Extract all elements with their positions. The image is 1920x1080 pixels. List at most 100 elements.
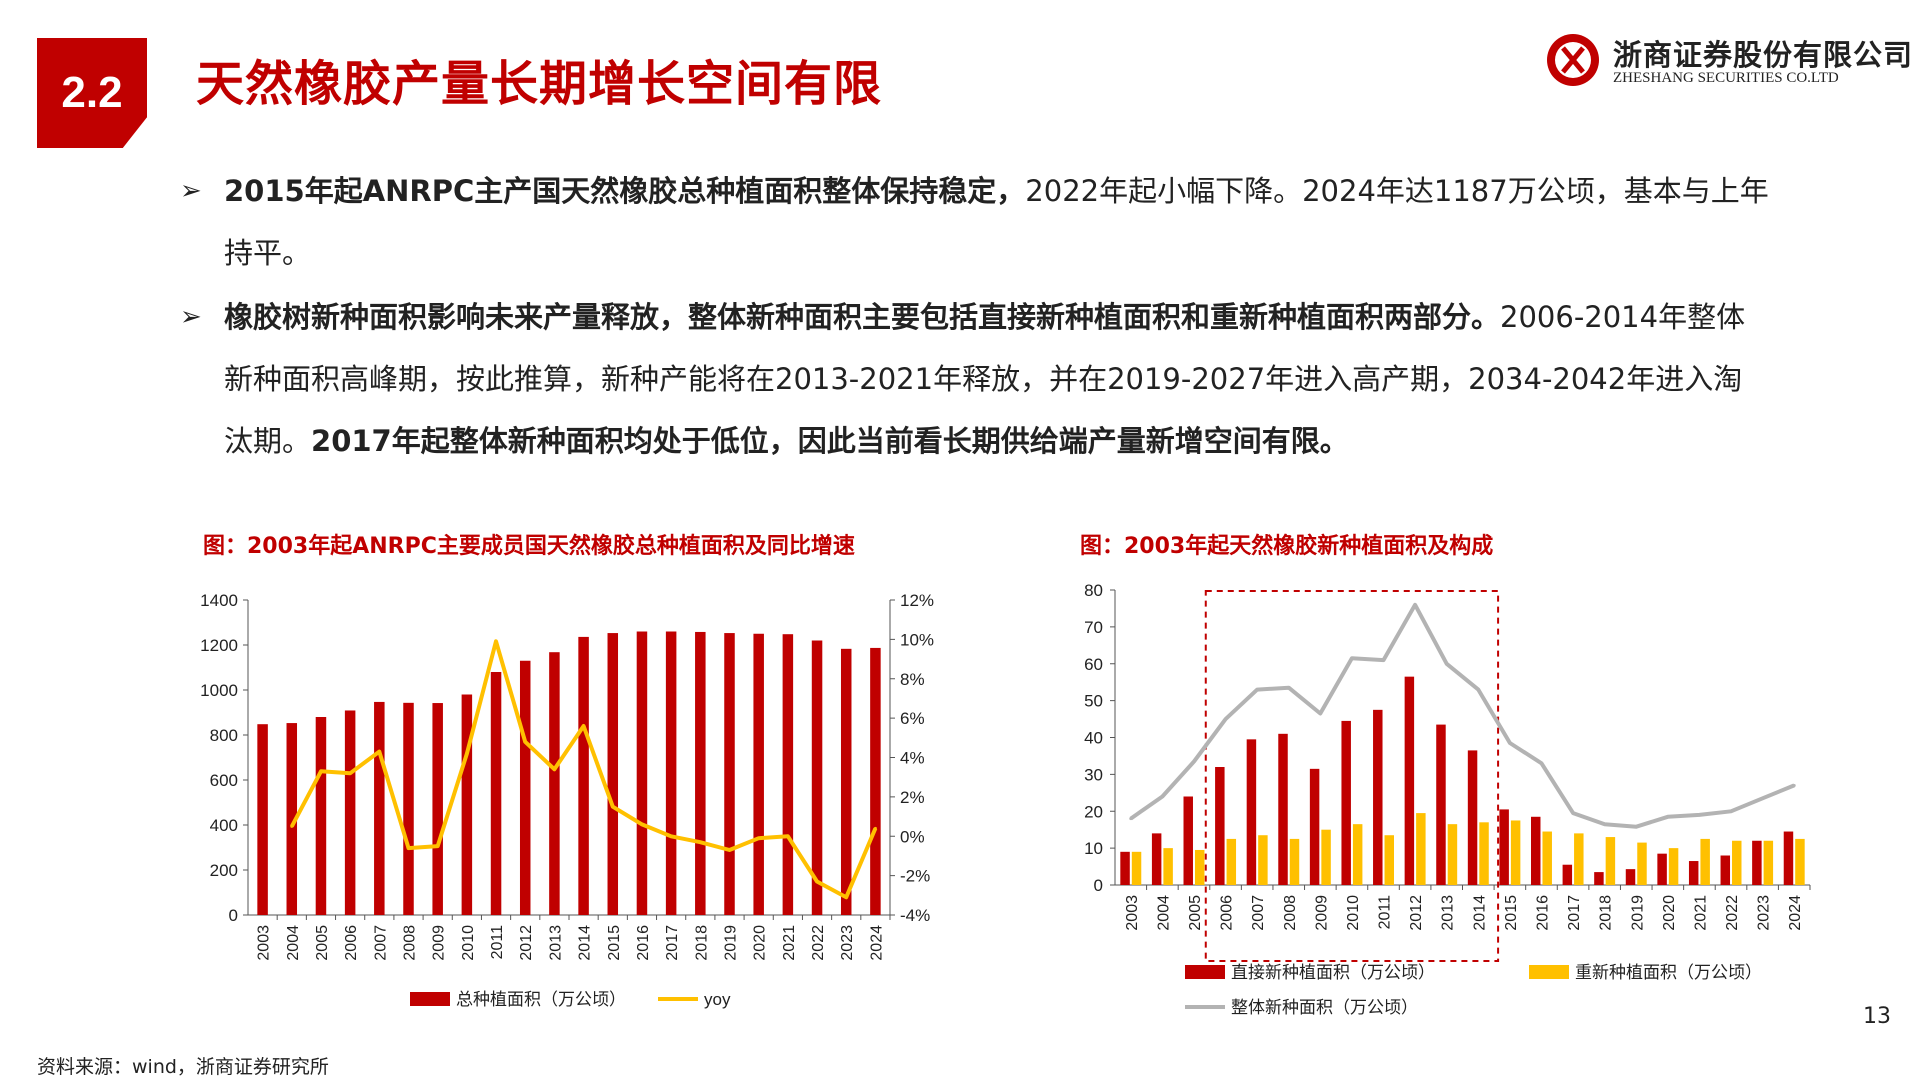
chart2-total-point (1255, 688, 1259, 692)
chart1-x-tick-label: 2008 (402, 925, 419, 961)
chart2-bar-replant (1763, 840, 1774, 885)
chart1-x-tick-label: 2019 (723, 925, 740, 961)
chart2-bar-direct (1278, 733, 1288, 885)
chart1-right-tick-label: 2% (900, 788, 925, 807)
chart2-x-tick-label: 2004 (1155, 895, 1172, 931)
chart2-bar-replant (1447, 824, 1458, 885)
chart1-yoy-point (348, 771, 352, 775)
chart2-legend-label-direct: 直接新种植面积（万公顷） (1231, 963, 1435, 982)
chart1-bar (607, 633, 619, 915)
chart1-bar (724, 633, 735, 915)
chart1-bar (782, 634, 794, 915)
chart2-bar-direct (1120, 851, 1130, 885)
chart2-x-tick-label: 2019 (1629, 895, 1646, 931)
chart1-yoy-point (523, 740, 527, 744)
chart1-left-tick-label: 1000 (200, 681, 238, 700)
chart1-left-tick-label: 1200 (200, 636, 238, 655)
chart1-yoy-point (319, 769, 323, 773)
chart2-x-tick-label: 2013 (1440, 895, 1457, 931)
chart2-bar-replant (1605, 837, 1616, 885)
chart2-bar-direct (1151, 833, 1162, 885)
chart2-total-point (1761, 796, 1765, 800)
chart1-bar (461, 694, 473, 915)
chart1-legend-swatch-bar (410, 992, 450, 1006)
chart2-legend-swatch-replant (1529, 965, 1569, 979)
section-number-badge: 2.2 (37, 38, 147, 148)
chart1-legend-label-bar: 总种植面积（万公顷） (456, 990, 626, 1009)
chart2-bar-direct (1688, 861, 1699, 885)
chart1-x-tick-label: 2022 (810, 925, 827, 961)
chart2-x-tick-label: 2011 (1377, 895, 1394, 930)
chart1-yoy-point (757, 836, 761, 840)
chart2-bar-replant (1163, 848, 1173, 885)
chart2-bar-direct (1183, 796, 1193, 885)
chart2-bar-replant (1226, 838, 1237, 885)
chart2-x-tick-label: 2012 (1408, 895, 1425, 931)
chart1-x-tick-label: 2015 (606, 925, 623, 961)
chart2-total-point (1318, 712, 1322, 716)
zheshang-logo-icon (1547, 34, 1599, 86)
section-number: 2.2 (61, 68, 123, 117)
chart1-bar (636, 631, 648, 915)
chart2-new-planting: 0 10 20 30 40 50 60 70 80 2003 2004 2005 2006 2007 200… (1084, 581, 1811, 1017)
chart1-x-tick-label: 2014 (577, 925, 594, 961)
chart2-legend-label-replant: 重新种植面积（万公顷） (1575, 963, 1762, 982)
page-number: 13 (1863, 1004, 1891, 1029)
chart1-yoy-point (290, 824, 294, 828)
chart1-bar (432, 703, 443, 915)
chart2-x-tick-label: 2006 (1219, 895, 1236, 931)
chart2-y-tick-label: 0 (1094, 876, 1103, 895)
chart2-x-tick-label: 2014 (1471, 895, 1488, 931)
chart2-bar-direct (1720, 855, 1731, 885)
chart1-x-tick-label: 2016 (635, 925, 652, 961)
chart1-bar (578, 636, 589, 915)
chart2-highlight-box (1204, 590, 1500, 962)
bullet-text: 2006-2014年整体新种面积高峰期，按此推算，新种产能将在2013-2021… (224, 300, 1746, 458)
chart2-y-tick-label: 80 (1084, 581, 1103, 600)
chart1-legend-label-line: yoy (704, 990, 731, 1009)
chart1-x-tick-label: 2024 (868, 925, 885, 961)
chart2-x-tick-label: 2005 (1187, 895, 1204, 931)
chart2-total-point (1129, 817, 1133, 821)
chart1-yoy-point (552, 767, 556, 771)
chart1-x-tick-label: 2006 (343, 925, 360, 961)
chart2-x-tick-label: 2009 (1313, 895, 1330, 931)
chart1-x-tick-label: 2009 (431, 925, 448, 961)
chart2-total-point (1571, 811, 1575, 815)
chart1-x-tick-label: 2003 (256, 925, 273, 961)
chart2-legend-swatch-direct (1185, 965, 1225, 979)
chart1-planted-area: 0 200 400 600 800 1000 1200 1400 -4% -2% 0% 2% 4% 6% 8… (200, 591, 934, 1009)
chart2-y-tick-label: 20 (1084, 802, 1103, 821)
chart1-right-tick-label: 12% (900, 591, 934, 610)
bullet-bold-text: 2015年起ANRPC主产国天然橡胶总种植面积整体保持稳定， (224, 174, 1026, 208)
chart2-total-point (1634, 825, 1638, 829)
chart2-x-tick-label: 2022 (1724, 895, 1741, 931)
chart1-bar (549, 652, 560, 915)
chart1-bar (753, 633, 764, 915)
chart1-x-tick-label: 2007 (372, 925, 389, 961)
chart2-bar-direct (1562, 864, 1573, 885)
chart1-right-tick-label: 0% (900, 827, 925, 846)
chart2-bar-replant (1574, 833, 1584, 885)
page-title: 天然橡胶产量长期增长空间有限 (196, 56, 883, 112)
chart2-total-point (1382, 658, 1386, 662)
chart2-bar-replant (1258, 835, 1268, 885)
chart1-yoy-point (873, 826, 877, 830)
chart2-x-tick-label: 2017 (1566, 895, 1583, 931)
chart1-bar (374, 701, 385, 915)
chart2-total-point (1603, 822, 1607, 826)
chart1-yoy-point (465, 752, 469, 756)
chart2-total-point (1192, 759, 1196, 763)
chart1-x-tick-label: 2010 (460, 925, 477, 961)
chart1-bar (519, 660, 531, 915)
arrow-bullet-icon: ➢ (180, 176, 202, 206)
chart2-bar-direct (1404, 676, 1415, 885)
chart1-bar (695, 631, 706, 915)
chart1-x-tick-label: 2004 (285, 925, 302, 961)
chart1-right-tick-label: 6% (900, 709, 925, 728)
chart1-left-tick-label: 800 (210, 726, 238, 745)
chart2-bar-direct (1341, 720, 1351, 885)
chart2-legend-label-total: 整体新种面积（万公顷） (1231, 998, 1418, 1017)
chart2-x-tick-label: 2021 (1692, 895, 1709, 931)
chart1-left-tick-label: 400 (210, 816, 238, 835)
